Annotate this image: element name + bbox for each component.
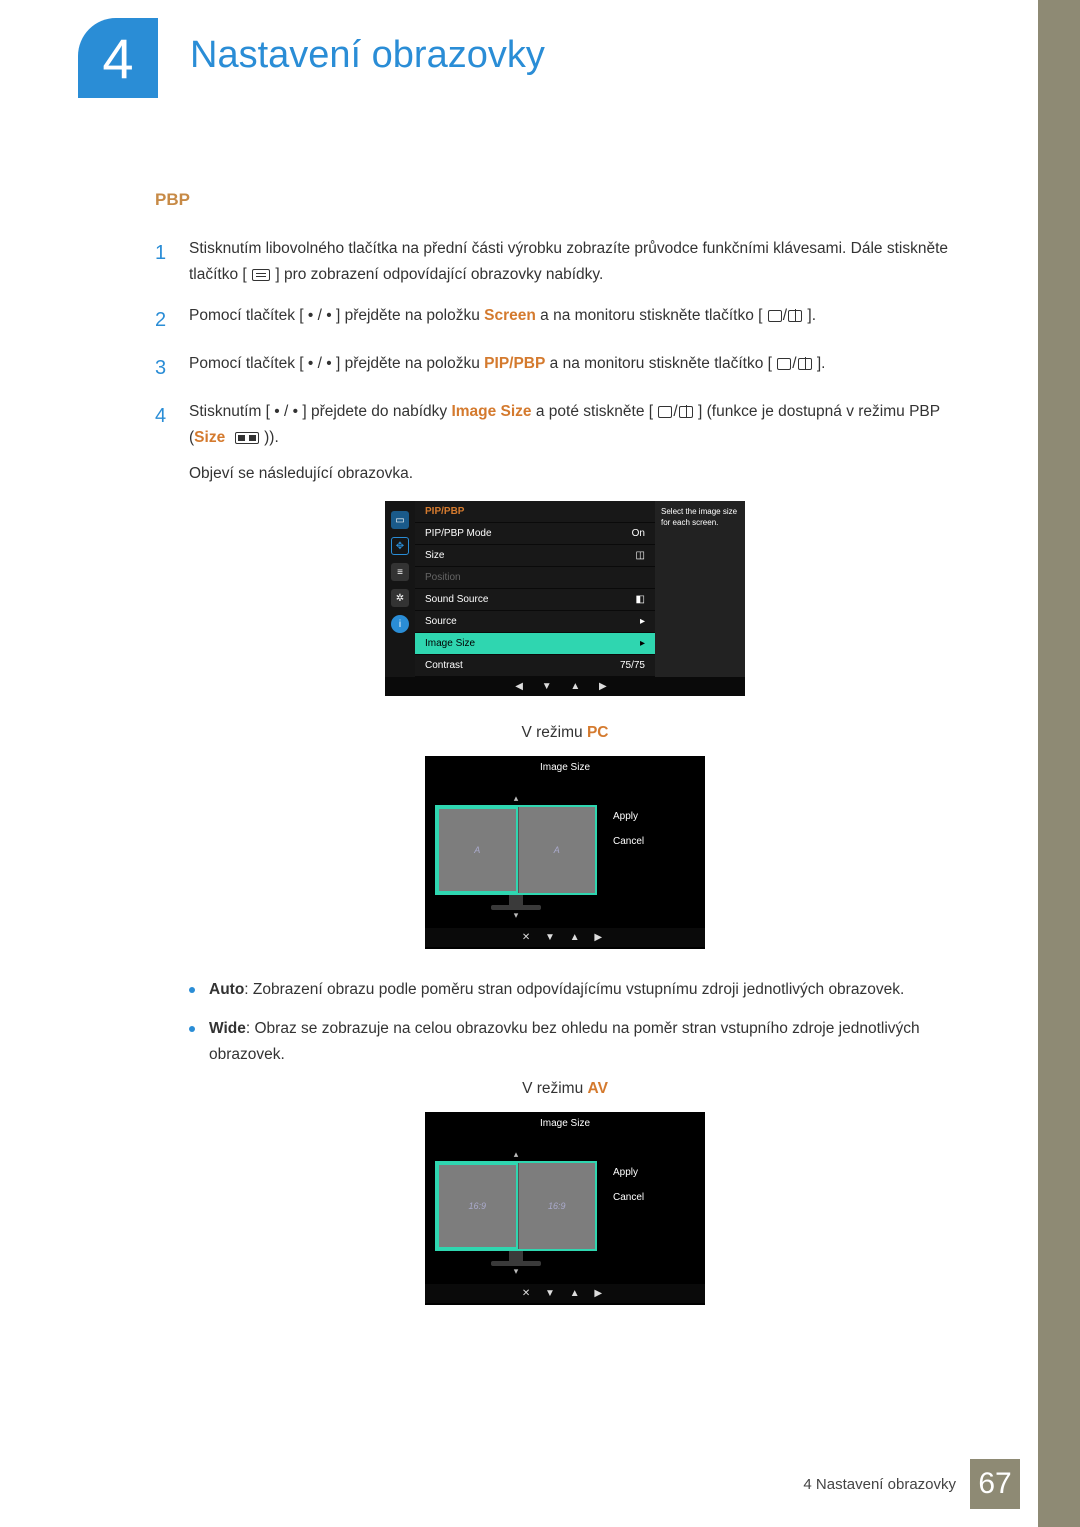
step-text: Pomocí tlačítek [ • / • ] přejděte na po… xyxy=(189,303,975,337)
image-size-av: Image Size ▴ 16:9 16:9 ▾ Apply Cancel ✕ … xyxy=(425,1112,705,1305)
osd-header: PIP/PBP xyxy=(415,501,655,523)
mode-label-av: V režimu AV xyxy=(155,1080,975,1098)
info-icon: i xyxy=(391,615,409,633)
step-text: Stisknutím [ • / • ] přejdete do nabídky… xyxy=(189,399,975,452)
imgsize-nav: ✕ ▼ ▲ ▶ xyxy=(425,1284,705,1303)
step-number: 2 xyxy=(155,303,189,337)
osd-row[interactable]: Sound Source◧ xyxy=(415,589,655,611)
step-2: 2 Pomocí tlačítek [ • / • ] přejděte na … xyxy=(155,303,975,337)
osd-list: PIP/PBPPIP/PBP ModeOnSize◫PositionSound … xyxy=(415,501,655,677)
imgsize-buttons: Apply Cancel xyxy=(613,1139,644,1217)
image-size-pc: Image Size ▴ A A ▾ Apply Cancel ✕ ▼ ▲ ▶ xyxy=(425,756,705,949)
dblbox-icon xyxy=(235,432,259,444)
osd-row[interactable]: PIP/PBP ModeOn xyxy=(415,523,655,545)
step-1: 1 Stisknutím libovolného tlačítka na pře… xyxy=(155,236,975,289)
section-title: PBP xyxy=(155,190,975,210)
page-content: PBP 1 Stisknutím libovolného tlačítka na… xyxy=(155,190,975,1333)
monitor-preview: ▴ 16:9 16:9 ▾ xyxy=(435,1149,597,1278)
footer-text: 4 Nastavení obrazovky xyxy=(803,1476,956,1493)
step-3: 3 Pomocí tlačítek [ • / • ] přejděte na … xyxy=(155,351,975,385)
bullet-auto: Auto: Zobrazení obrazu podle poměru stra… xyxy=(189,977,975,1003)
monitor-icon: ▭ xyxy=(391,511,409,529)
osd-row[interactable]: Size◫ xyxy=(415,545,655,567)
cancel-button[interactable]: Cancel xyxy=(613,1192,644,1203)
osd-nav-bar: ◀ ▼ ▲ ▶ xyxy=(385,677,745,696)
chapter-badge: 4 xyxy=(78,18,158,98)
rect-split-icon xyxy=(798,358,812,370)
preview-left: 16:9 xyxy=(437,1163,518,1249)
step-note: Objeví se následující obrazovka. xyxy=(189,465,975,483)
mode-label-pc: V režimu PC xyxy=(155,724,975,742)
apply-button[interactable]: Apply xyxy=(613,1167,644,1178)
osd-help-text: Select the image size for each screen. xyxy=(655,501,745,677)
apply-button[interactable]: Apply xyxy=(613,811,644,822)
rect-icon xyxy=(768,310,782,322)
osd-row[interactable]: Position xyxy=(415,567,655,589)
rect-split-icon xyxy=(679,406,693,418)
imgsize-title: Image Size xyxy=(425,1112,705,1135)
preview-left: A xyxy=(437,807,518,893)
rect-icon xyxy=(658,406,672,418)
gear-icon: ✲ xyxy=(391,589,409,607)
page-footer: 4 Nastavení obrazovky 67 xyxy=(803,1459,1020,1509)
osd-row[interactable]: Contrast75/75 xyxy=(415,655,655,677)
preview-right: A xyxy=(518,807,596,893)
preview-right: 16:9 xyxy=(518,1163,596,1249)
step-text: Stisknutím libovolného tlačítka na předn… xyxy=(189,236,975,289)
monitor-preview: ▴ A A ▾ xyxy=(435,793,597,922)
osd-menu: ▭ ✥ ≡ ✲ i PIP/PBPPIP/PBP ModeOnSize◫Posi… xyxy=(385,501,745,696)
menu-icon xyxy=(252,269,270,281)
imgsize-buttons: Apply Cancel xyxy=(613,783,644,861)
bullet-wide: Wide: Obraz se zobrazuje na celou obrazo… xyxy=(189,1016,975,1069)
page-side-bar xyxy=(1038,0,1080,1527)
chapter-title: Nastavení obrazovky xyxy=(190,34,545,77)
chapter-number: 4 xyxy=(102,26,133,91)
osd-side-icons: ▭ ✥ ≡ ✲ i xyxy=(385,501,415,677)
imgsize-nav: ✕ ▼ ▲ ▶ xyxy=(425,928,705,947)
bullet-list: Auto: Zobrazení obrazu podle poměru stra… xyxy=(189,977,975,1068)
osd-row[interactable]: Image Size▸ xyxy=(415,633,655,655)
cancel-button[interactable]: Cancel xyxy=(613,836,644,847)
step-number: 3 xyxy=(155,351,189,385)
osd-row[interactable]: Source▸ xyxy=(415,611,655,633)
rect-icon xyxy=(777,358,791,370)
list-icon: ≡ xyxy=(391,563,409,581)
step-text: Pomocí tlačítek [ • / • ] přejděte na po… xyxy=(189,351,975,385)
move-icon: ✥ xyxy=(391,537,409,555)
imgsize-title: Image Size xyxy=(425,756,705,779)
rect-split-icon xyxy=(788,310,802,322)
page-number: 67 xyxy=(970,1459,1020,1509)
step-4: 4 Stisknutím [ • / • ] přejdete do nabíd… xyxy=(155,399,975,452)
step-number: 4 xyxy=(155,399,189,452)
step-number: 1 xyxy=(155,236,189,289)
